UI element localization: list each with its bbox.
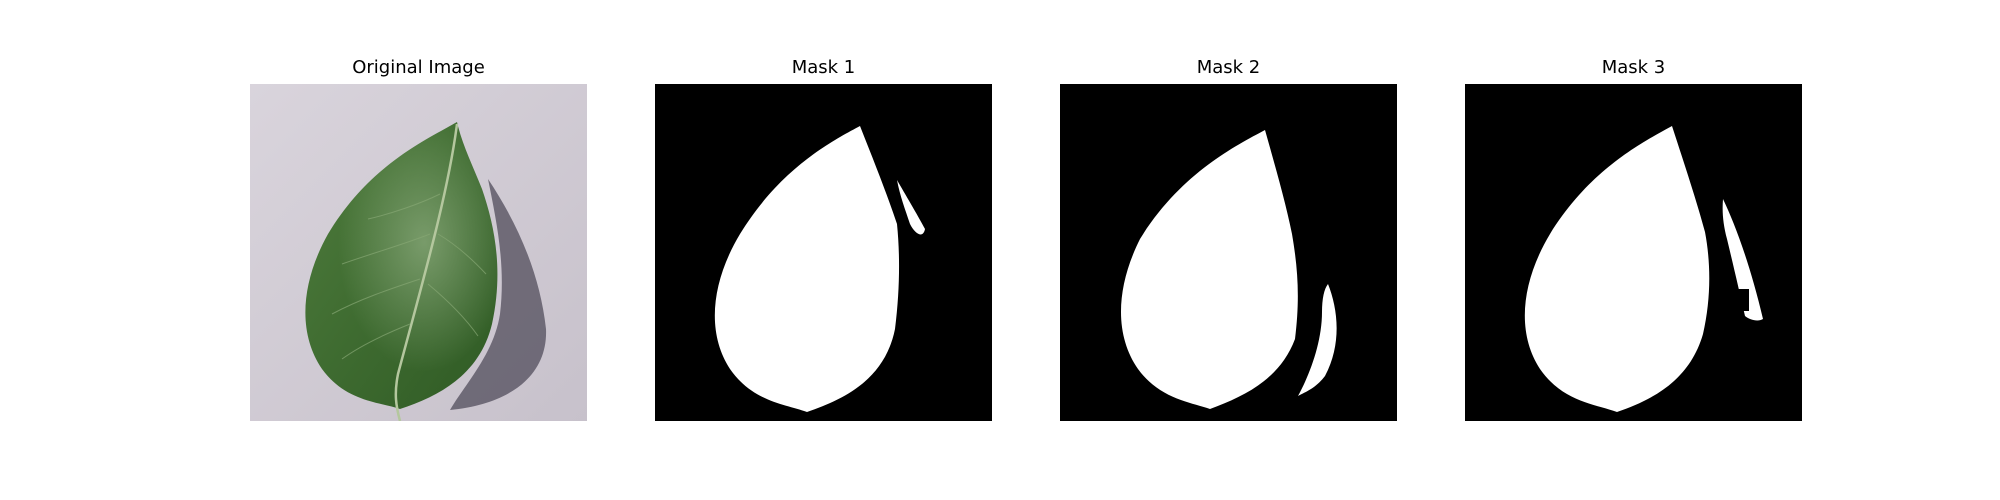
mask-2-leaf-region (1120, 130, 1298, 409)
panel-original-image: Original Image (250, 0, 587, 500)
panel-title-mask-1: Mask 1 (791, 57, 856, 78)
mask-3-image (1465, 84, 1802, 421)
leaf-shadow (450, 179, 547, 410)
original-leaf-photo (250, 84, 587, 421)
mask-1-leaf-region (714, 126, 900, 412)
panel-title-original: Original Image (352, 57, 485, 78)
panel-title-mask-2: Mask 2 (1196, 57, 1261, 78)
mask-2-fragment (1298, 284, 1337, 396)
mask-1-fragment (897, 180, 925, 235)
panel-mask-3: Mask 3 (1465, 0, 1802, 500)
panel-mask-2: Mask 2 (1060, 0, 1397, 500)
leaf-sheen (305, 122, 498, 409)
mask-3-fragment (1722, 199, 1763, 321)
leaf-vein (331, 193, 487, 360)
panel-mask-1: Mask 1 (655, 0, 992, 500)
mask-1-image (655, 84, 992, 421)
mask-3-leaf-region (1524, 126, 1710, 412)
panel-title-mask-3: Mask 3 (1601, 57, 1666, 78)
mask-2-image (1060, 84, 1397, 421)
mask-3-notch (1727, 289, 1749, 311)
leaf-midrib (394, 123, 459, 421)
